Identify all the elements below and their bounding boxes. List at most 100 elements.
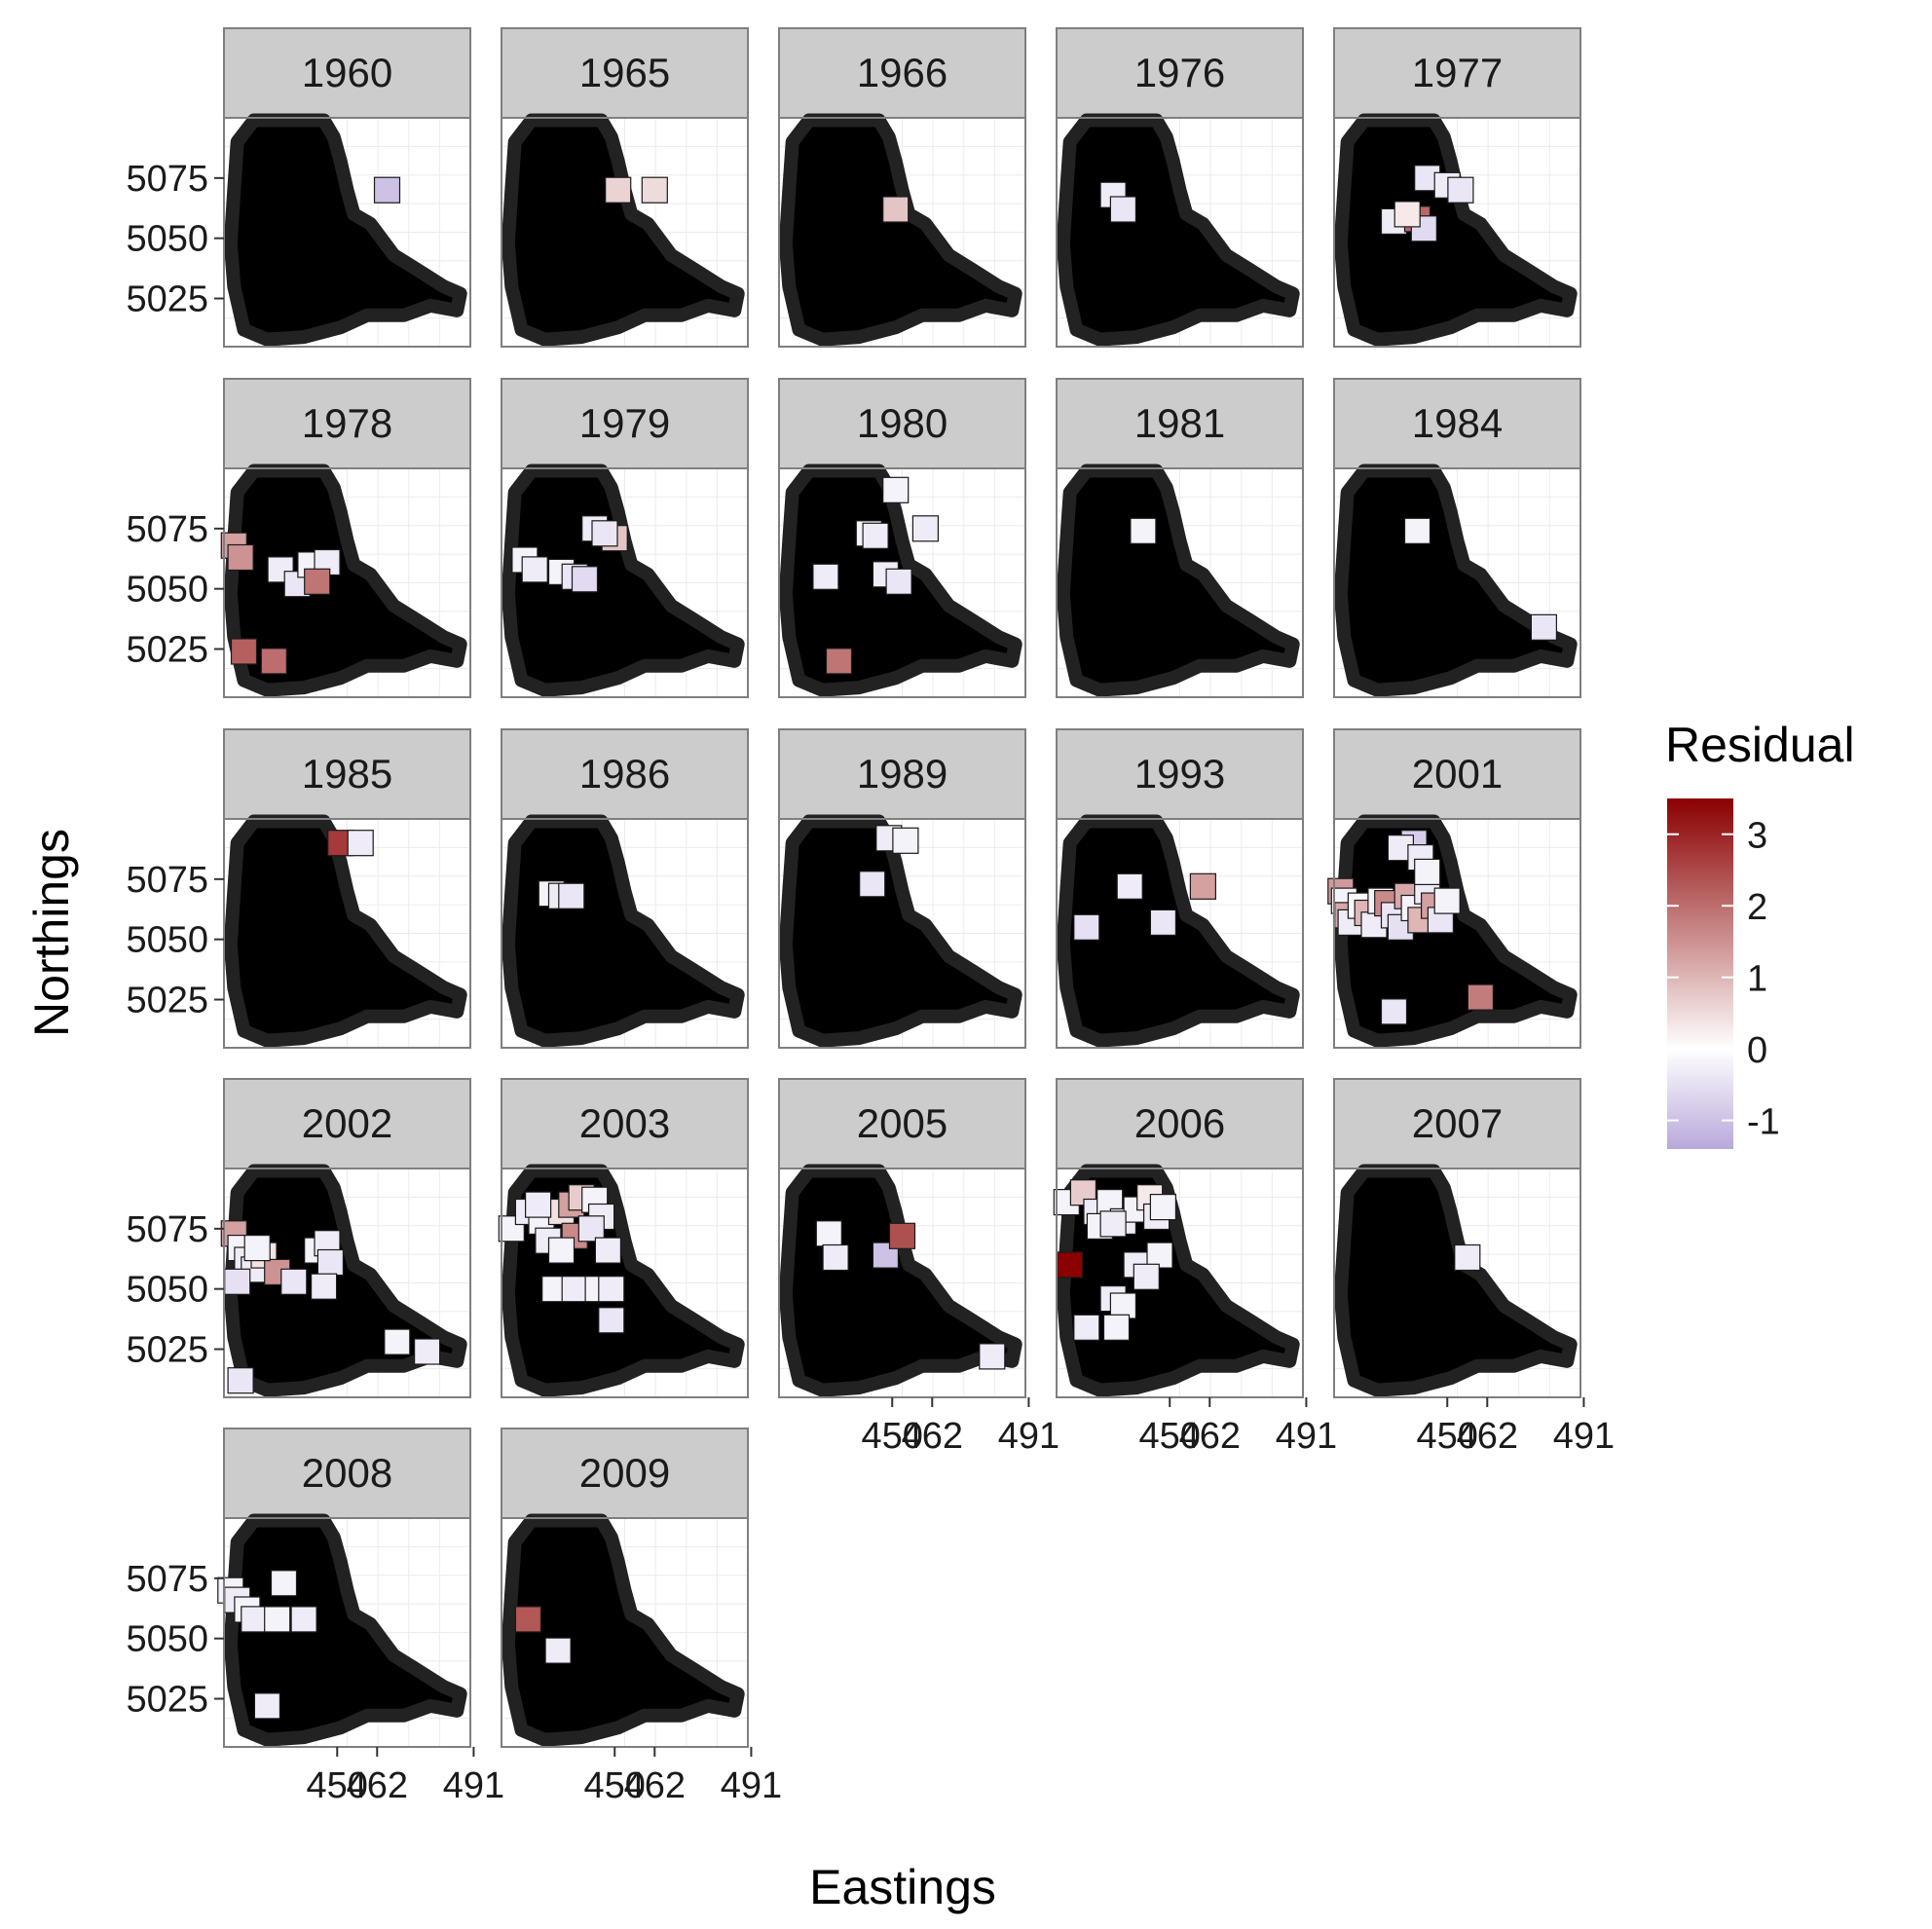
background-points [501,814,745,1048]
facet-strip [501,1428,749,1519]
facet-2003: 2003 [498,1078,749,1398]
panel-border [223,467,471,698]
facet-strip [1333,378,1581,469]
x-tick-label: 450 [1417,1416,1478,1457]
facet-strip-label: 1966 [857,50,947,95]
residual-point [1454,1243,1481,1272]
y-axis-title: Northings [24,829,79,1037]
panel-border [223,818,471,1049]
residual-point [227,543,254,572]
residual-point [241,1606,268,1633]
y-tick-label: 5025 [126,1330,208,1371]
facet-strip-label: 1977 [1412,50,1503,95]
background-points [223,814,467,1048]
facet-strip [778,728,1026,820]
residual-point [598,1276,625,1303]
residual-point [524,1191,552,1218]
facet-strip [501,27,749,119]
facet-1966: 1966 [778,27,1026,348]
facet-1965: 1965 [501,27,749,348]
facet-1986: 1986 [501,728,749,1049]
residual-point [605,176,632,204]
facet-strip-label: 1986 [579,751,670,797]
x-tick-label: 450 [584,1765,646,1806]
legend-tick-label: 1 [1747,959,1767,1000]
panel-border [501,818,749,1049]
facet-2009: 2009 [501,1428,749,1748]
residual-points [859,825,919,898]
residual-point [311,1273,338,1300]
legend-colorbar [1667,798,1733,1149]
facet-2006: 2006 [1053,1078,1304,1398]
background-points [778,814,1022,1048]
residual-points [217,1570,317,1720]
x-tick-label: 462 [1457,1416,1518,1457]
background-points [223,464,467,697]
residual-points [1073,872,1217,941]
legend-tick-label: -1 [1747,1102,1780,1143]
residual-point [514,1606,542,1633]
y-tick-label: 5050 [126,1619,208,1660]
y-tick-label: 5075 [126,159,208,200]
residual-points [1099,181,1137,223]
background-points [778,1164,1022,1397]
legend-tick-label: 0 [1747,1030,1767,1071]
facet-strip [1056,1078,1304,1169]
background-points [501,1513,745,1747]
residual-point [1102,1314,1131,1341]
residual-point [885,568,912,595]
y-tick-label: 5050 [126,920,208,961]
x-tick-label: 491 [998,1416,1059,1457]
y-tick-label: 5025 [126,1680,208,1721]
facet-panels: 1960 1965 1966 1976 1977 1978 1979 1980 1981 1984… [217,27,1581,1748]
background-points [501,464,745,697]
residual-point [290,1606,317,1633]
facet-strip-label: 1981 [1134,400,1225,446]
residual-point [253,1692,280,1720]
residual-point [304,568,331,595]
background-points [1333,113,1578,347]
facet-strip-label: 2008 [302,1450,392,1496]
residual-point [414,1338,441,1365]
residual-point [243,1234,271,1262]
legend-tick-label: 2 [1747,887,1767,928]
panel-border [778,1168,1026,1398]
facet-strip-label: 2005 [857,1100,947,1146]
facet-1977: 1977 [1333,27,1581,348]
residual-points [514,1606,572,1664]
residual-points [498,1184,625,1334]
residual-point [892,827,919,854]
residual-point [1414,858,1441,886]
panel-border [778,818,1026,1049]
facet-strip [1333,27,1581,119]
residual-point [558,882,585,909]
residual-point [264,1606,291,1633]
panel-border [223,117,471,348]
residual-point [384,1328,411,1355]
facet-1993: 1993 [1056,728,1304,1049]
facet-strip [778,27,1026,119]
residual-points [220,1220,441,1394]
residual-point [911,515,940,542]
facet-strip-label: 1978 [302,400,392,446]
residual-points [511,515,628,593]
y-tick-label: 5075 [126,509,208,550]
facet-1985: 1985 [223,728,471,1049]
residual-point [1073,1314,1100,1341]
residual-points [882,196,910,223]
facet-strip-label: 1979 [579,400,670,446]
residual-point [571,566,599,593]
panel-border [223,1517,471,1748]
x-tick-label: 450 [862,1416,923,1457]
facet-1978: 1978 [220,378,471,698]
residual-point [591,520,618,547]
residual-point [641,176,668,204]
residual-point [1393,201,1421,228]
facet-strip-label: 2009 [579,1450,670,1496]
y-tick-label: 5050 [126,570,208,611]
x-tick-label: 462 [347,1765,408,1806]
residual-point [1057,1251,1084,1279]
facet-1980: 1980 [778,378,1026,698]
facet-strip [501,728,749,820]
y-tick-label: 5075 [126,860,208,901]
